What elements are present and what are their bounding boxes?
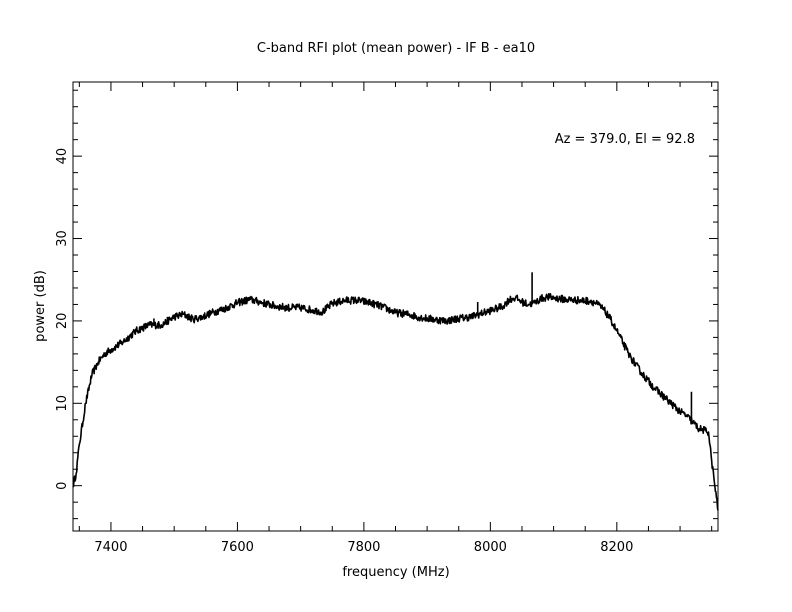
x-tick-label: 7600 <box>221 540 254 555</box>
series-line <box>72 293 719 511</box>
y-tick-label: 30 <box>55 230 70 247</box>
chart-annotation: Az = 379.0, El = 92.8 <box>555 132 695 147</box>
x-tick-label: 8000 <box>474 540 507 555</box>
x-axis-label: frequency (MHz) <box>342 565 449 580</box>
y-tick-label: 0 <box>55 482 70 490</box>
y-tick-label: 20 <box>55 313 70 330</box>
y-tick-label: 40 <box>55 148 70 165</box>
x-tick-label: 7800 <box>347 540 380 555</box>
x-tick-label: 7400 <box>94 540 127 555</box>
y-axis-label: power (dB) <box>33 270 48 342</box>
x-tick-label: 8200 <box>600 540 633 555</box>
chart-title: C-band RFI plot (mean power) - IF B - ea… <box>257 41 535 56</box>
y-tick-label: 10 <box>55 395 70 412</box>
